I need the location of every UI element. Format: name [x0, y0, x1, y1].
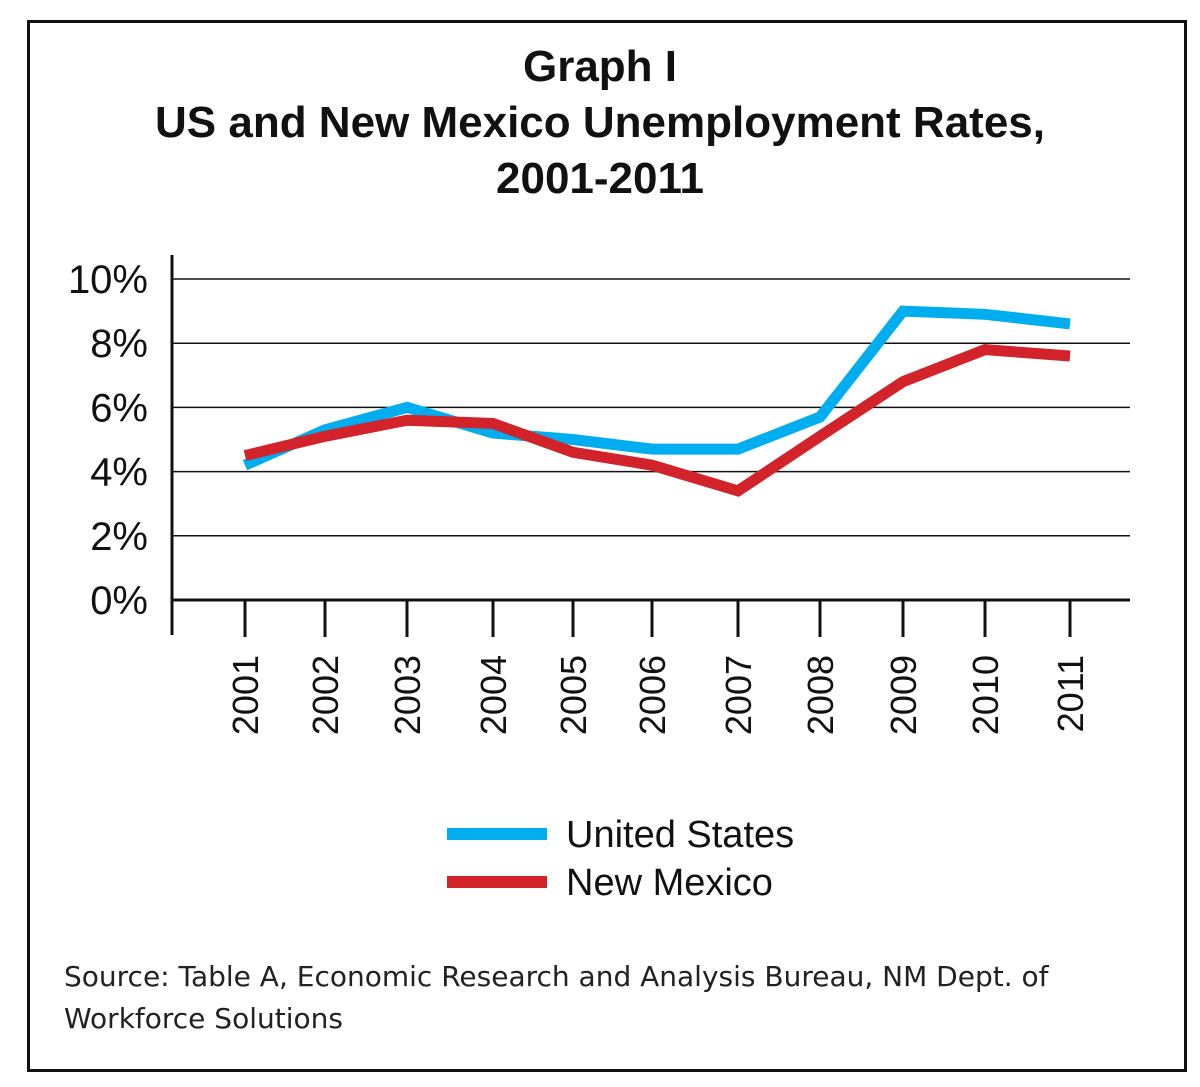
source-note: Source: Table A, Economic Research and A… — [64, 960, 1049, 1035]
x-tick-label: 2008 — [800, 655, 841, 735]
x-tick-label: 2004 — [473, 655, 514, 735]
y-tick-label: 0% — [90, 579, 148, 623]
x-tick-label: 2006 — [632, 655, 673, 735]
y-tick-label: 8% — [90, 322, 148, 366]
series-line-new-mexico — [243, 344, 1071, 497]
x-tick-label: 2003 — [387, 655, 428, 735]
legend-label: United States — [566, 814, 794, 856]
x-tick-label: 2002 — [305, 655, 346, 735]
y-tick-label: 2% — [90, 515, 148, 559]
y-tick-label: 10% — [68, 258, 148, 302]
chart-title: Graph I — [522, 42, 678, 91]
legend-label: New Mexico — [566, 862, 773, 904]
x-tick-label: 2001 — [225, 655, 266, 735]
series-line-united-states — [242, 305, 1071, 471]
chart-subtitle-line1: US and New Mexico Unemployment Rates, — [155, 98, 1045, 147]
x-tick-label: 2005 — [553, 655, 594, 735]
x-tick-label: 2007 — [718, 655, 759, 735]
y-tick-label: 4% — [90, 451, 148, 495]
chart-subtitle-line2: 2001-2011 — [496, 154, 704, 203]
x-tick-label: 2009 — [883, 655, 924, 735]
x-tick-label: 2010 — [965, 655, 1006, 735]
chart-frame — [27, 20, 1187, 1072]
y-tick-label: 6% — [90, 386, 148, 430]
x-tick-label: 2011 — [1050, 655, 1091, 732]
